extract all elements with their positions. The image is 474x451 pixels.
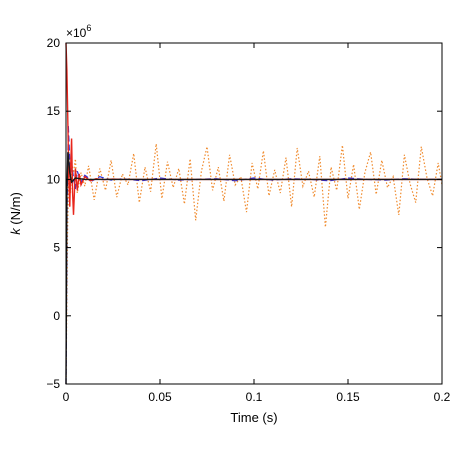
x-tick-label: 0.1: [246, 390, 263, 404]
x-tick-label: 0.05: [148, 390, 172, 404]
y-tick-label: 0: [53, 309, 60, 323]
series-line-1: [65, 143, 443, 385]
y-axis-symbol: k: [8, 227, 23, 235]
series-line-4: [65, 152, 442, 385]
y-multiplier-exponent: 6: [86, 23, 91, 33]
series-line-3: [65, 42, 442, 215]
x-tick-label: 0.2: [434, 390, 451, 404]
y-axis-multiplier: ×106: [66, 23, 91, 40]
y-axis-label: k (N/m): [8, 192, 23, 235]
y-tick-label: 10: [47, 172, 61, 186]
y-tick-label: 5: [53, 241, 60, 255]
series-layer: [65, 42, 443, 385]
y-tick-label: −5: [46, 377, 60, 391]
y-tick-label: 15: [47, 104, 61, 118]
x-tick-label: 0: [63, 390, 70, 404]
y-tick-label: 20: [47, 36, 61, 50]
y-axis-unit: (N/m): [8, 192, 23, 228]
y-multiplier-base: ×10: [66, 26, 87, 40]
series-line-2: [65, 124, 442, 385]
x-tick-label: 0.15: [336, 390, 360, 404]
plot-frame: [65, 42, 443, 385]
x-axis-label: Time (s): [230, 410, 277, 425]
